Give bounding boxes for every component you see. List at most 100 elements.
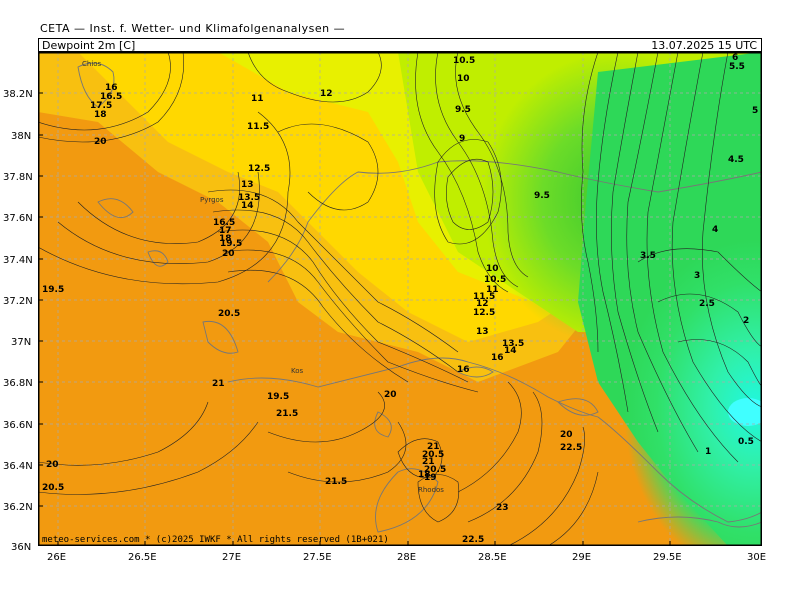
contour-label: 20.5 (218, 309, 240, 319)
contour-label: 21 (427, 442, 440, 452)
contour-label: 11 (251, 94, 264, 104)
lat-label: 37.8N (3, 172, 33, 183)
place-kos: Kos (291, 367, 304, 375)
contour-label: 16 (491, 353, 504, 363)
contour-label: 14 (241, 201, 254, 211)
contour-label: 13 (476, 327, 489, 337)
contour-label: 23 (496, 503, 509, 513)
contour-label: 1 (705, 447, 711, 457)
contour-label: 13.5 (238, 193, 260, 203)
lat-label: 38.2N (3, 89, 33, 100)
field-cyan (378, 52, 762, 546)
contour-label: 10.5 (453, 56, 475, 66)
lon-label: 29E (572, 552, 591, 563)
contour-label: 11.5 (247, 122, 269, 132)
contour-label: 3 (694, 271, 700, 281)
valid-time: 13.07.2025 15 UTC (651, 39, 757, 52)
contour-label: 10 (457, 74, 470, 84)
lon-label: 26E (47, 552, 66, 563)
contour-label: 22.5 (560, 443, 582, 453)
contour-label: 19.5 (220, 239, 242, 249)
contour-label: 17.5 (90, 101, 112, 111)
lat-label: 37.6N (3, 213, 33, 224)
lat-label: 36N (11, 542, 31, 552)
contour-lines (38, 52, 762, 546)
place-rhodos: Rhodos (418, 486, 444, 494)
map-border (38, 52, 762, 546)
contour-label: 9 (459, 134, 465, 144)
contour-label: 4 (712, 225, 718, 235)
lat-label: 38N (11, 131, 31, 142)
contour-label: 21 (422, 457, 435, 467)
contour-label: 5 (752, 106, 758, 116)
parameter-label: Dewpoint 2m [C] (42, 39, 136, 52)
lon-label: 28E (397, 552, 416, 563)
contour-label: 20.5 (424, 465, 446, 475)
cyan-core (728, 398, 762, 426)
lat-label: 36.2N (3, 502, 33, 513)
contour-label: 11.5 (473, 292, 495, 302)
lon-label: 27.5E (303, 552, 332, 563)
contour-label: 20 (94, 137, 107, 147)
lon-label: 28.5E (478, 552, 507, 563)
latitude-axis: 38.2N 38N 37.8N 37.6N 37.4N 37.2N 37N 36… (3, 89, 33, 552)
contour-label: 13.5 (502, 339, 524, 349)
lon-label: 27E (222, 552, 241, 563)
lon-label: 30E (747, 552, 766, 563)
dewpoint-map: Chios Pyrgos Kos Rhodos 10.5 10 9.5 9 9.… (38, 52, 762, 546)
contour-label: 18 (94, 110, 107, 120)
contour-label: 20 (222, 249, 235, 259)
contour-label: 19.5 (42, 285, 64, 295)
contour-label: 3.5 (640, 251, 656, 261)
lat-label: 37.4N (3, 255, 33, 266)
contour-label: 10.5 (484, 275, 506, 285)
contour-label: 5.5 (729, 62, 745, 72)
place-chios: Chios (82, 60, 102, 68)
contour-label: 18 (418, 470, 431, 480)
contour-label: 9.5 (455, 105, 471, 115)
copyright-footer: meteo-services.com * (c)2025 IWKF * All … (42, 535, 389, 545)
contour-label: 13 (241, 180, 254, 190)
lon-label: 29.5E (653, 552, 682, 563)
contour-label: 19 (424, 473, 437, 483)
lat-label: 36.4N (3, 461, 33, 472)
place-names: Chios Pyrgos Kos Rhodos (82, 60, 444, 494)
contour-value-labels: 10.5 10 9.5 9 9.5 11 1 2 11.5 12.5 13 13.… (42, 53, 758, 545)
coastlines (77, 62, 762, 533)
contour-label: 20.5 (422, 450, 444, 460)
contour-label: 16 (457, 365, 470, 375)
contour-label: 20 (560, 430, 573, 440)
lat-label: 36.6N (3, 420, 33, 431)
contour-label: 0.5 (738, 437, 754, 447)
contour-label: 2 (743, 316, 749, 326)
contour-label: 6 (732, 53, 738, 63)
lat-label: 36.8N (3, 378, 33, 389)
place-pyrgos: Pyrgos (200, 196, 224, 204)
graticule (38, 52, 762, 546)
header-title: CETA — Inst. f. Wetter- und Klimafolgena… (40, 22, 346, 35)
lon-label: 26.5E (128, 552, 157, 563)
contour-label: 16.5 (213, 218, 235, 228)
contour-label: 4.5 (728, 155, 744, 165)
contour-label: 21 (212, 379, 225, 389)
contour-label: 20 (384, 390, 397, 400)
contour-label: 18 (219, 234, 232, 244)
contour-label: 22.5 (462, 535, 484, 545)
contour-label: 12.5 (248, 164, 270, 174)
contour-label: 16 (105, 83, 118, 93)
longitude-axis: 26E 26.5E 27E 27.5E 28E 28.5E 29E 29.5E … (47, 552, 766, 563)
contour-label: 20.5 (42, 483, 64, 493)
contour-label: 2.5 (699, 299, 715, 309)
contour-label: 20 (46, 460, 59, 470)
contour-label: 10 (486, 264, 499, 274)
contour-label: 16.5 (100, 92, 122, 102)
parameter-bar: Dewpoint 2m [C] 13.07.2025 15 UTC (38, 38, 762, 52)
contour-label: 19.5 (267, 392, 289, 402)
contour-label: 21.5 (276, 409, 298, 419)
lat-label: 37N (11, 337, 31, 348)
lat-label: 37.2N (3, 296, 33, 307)
contour-label: 17 (219, 226, 232, 236)
contour-label: 11 (486, 285, 499, 295)
contour-label: 14 (504, 346, 517, 356)
contour-label: 9.5 (534, 191, 550, 201)
